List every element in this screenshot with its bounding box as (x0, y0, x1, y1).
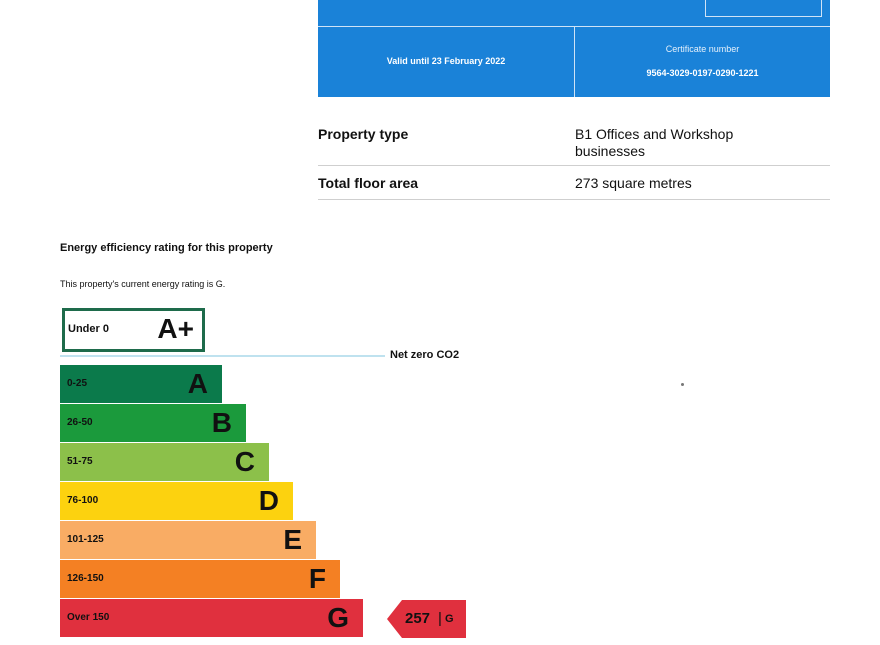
band-e: 101-125 E (60, 521, 316, 559)
floor-area-label: Total floor area (318, 175, 419, 191)
floor-area-row: Total floor area 273 square metres (318, 166, 830, 200)
certificate-number: 9564-3029-0197-0290-1221 (646, 68, 759, 78)
band-a: 0-25 A (60, 365, 222, 403)
band-range: Over 150 (67, 612, 110, 623)
current-rating-pointer: 257 | G (387, 600, 466, 638)
band-g: Over 150 G (60, 599, 363, 637)
valid-until: Valid until 23 February 2022 (386, 56, 506, 66)
rating-heading: Energy efficiency rating for this proper… (60, 242, 273, 254)
net-zero-line (60, 355, 385, 357)
band-range: 51-75 (67, 456, 93, 467)
band-range: 0-25 (67, 378, 88, 389)
band-letter: G (327, 602, 349, 633)
property-type-value-line2: businesses (575, 143, 646, 159)
band-letter: F (308, 563, 326, 594)
certificate-number-label: Certificate number (665, 44, 740, 54)
band-b: 26-50 B (60, 404, 246, 442)
band-f: 126-150 F (60, 560, 340, 598)
band-range: 76-100 (67, 495, 99, 506)
floor-area-value: 273 square metres (575, 175, 692, 191)
band-a-plus: Under 0 A+ (62, 308, 205, 352)
current-rating-score: 257 (405, 610, 431, 627)
certificate-header: Valid until 23 February 2022 Certificate… (318, 0, 830, 97)
band-range: 126-150 (67, 573, 104, 584)
scan-speck (681, 383, 684, 386)
band-letter: B (211, 407, 232, 438)
property-type-row: Property type B1 Offices and Workshop bu… (318, 118, 830, 166)
band-a-plus-range: Under 0 (68, 323, 109, 335)
current-rating-separator: | (438, 610, 442, 627)
band-letter: C (234, 446, 255, 477)
header-divider-vertical (574, 26, 575, 97)
band-range: 101-125 (67, 534, 104, 545)
band-a-plus-letter: A+ (157, 313, 194, 344)
band-letter: D (258, 485, 279, 516)
rating-current-text: This property's current energy rating is… (60, 279, 226, 289)
band-letter: A (187, 368, 208, 399)
header-box (705, 0, 822, 17)
band-letter: E (283, 524, 302, 555)
band-range: 26-50 (67, 417, 93, 428)
property-type-value: B1 Offices and Workshop businesses (575, 126, 733, 160)
band-d: 76-100 D (60, 482, 293, 520)
property-type-label: Property type (318, 126, 409, 142)
pointer-arrow-icon (387, 600, 466, 638)
current-rating-grade: G (445, 613, 454, 625)
property-type-value-line1: B1 Offices and Workshop (575, 126, 734, 142)
net-zero-label: Net zero CO2 (390, 349, 460, 361)
band-c: 51-75 C (60, 443, 269, 481)
